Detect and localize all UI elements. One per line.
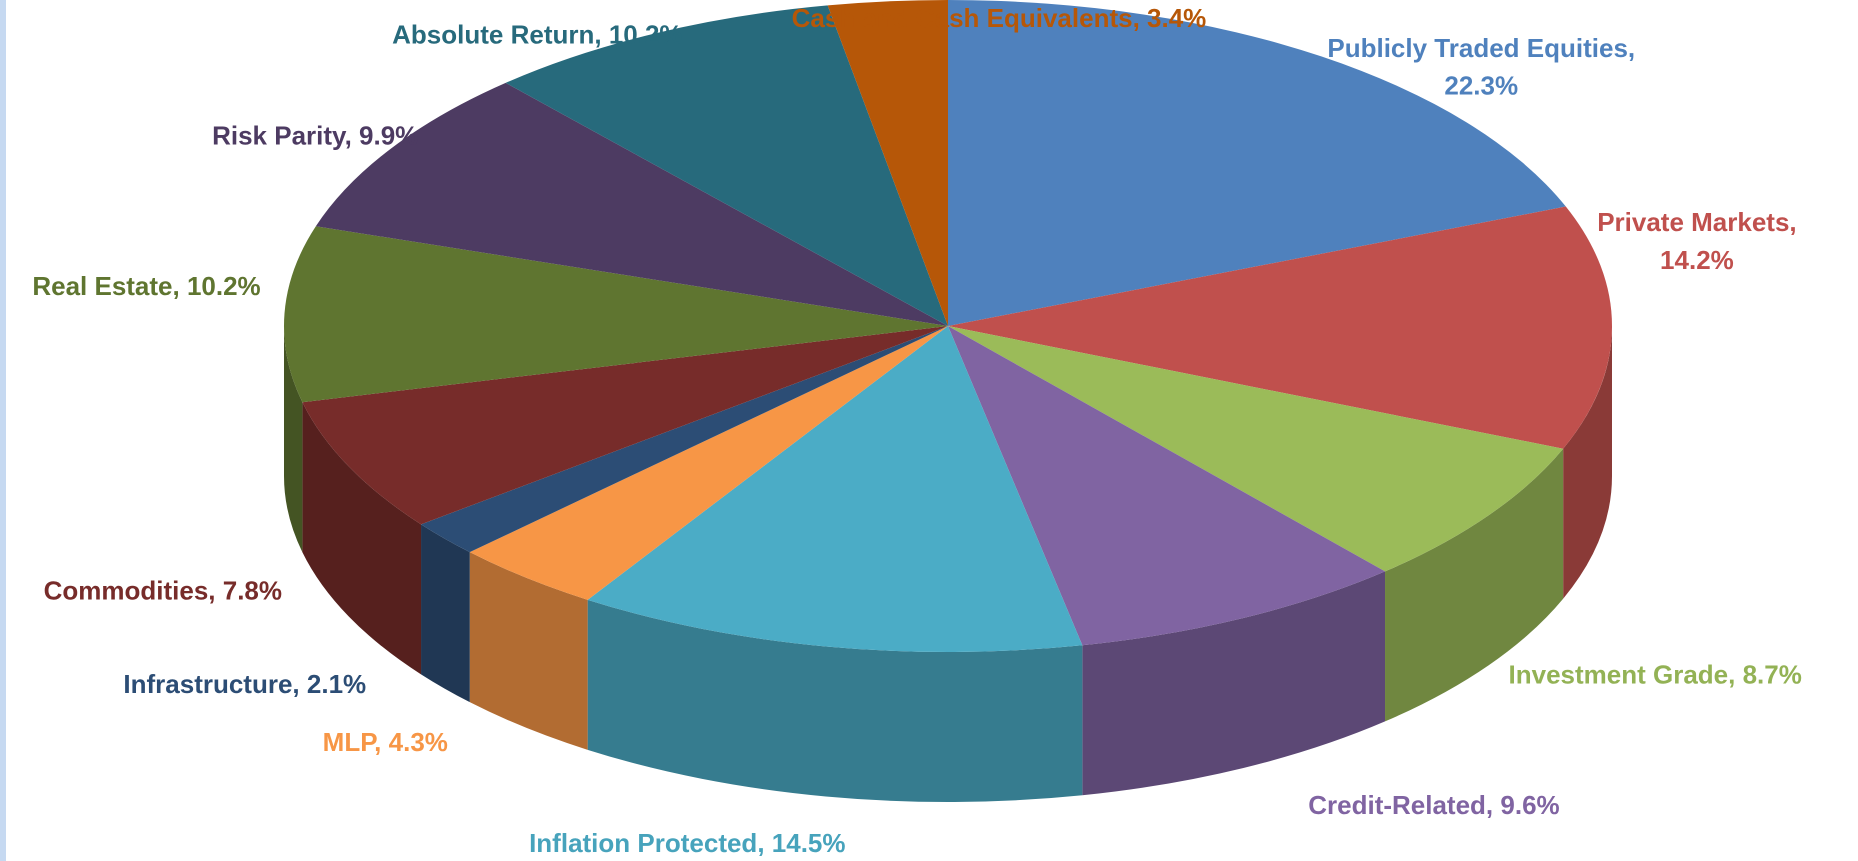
slice xyxy=(948,206,1612,449)
slice xyxy=(505,5,948,326)
slice xyxy=(469,326,948,600)
slice xyxy=(284,226,948,403)
data-label: Private Markets, 14.2% xyxy=(1597,207,1796,275)
label-value: 4.3% xyxy=(381,727,448,757)
data-label: Credit-Related, 9.6% xyxy=(1308,790,1559,820)
slice xyxy=(302,326,948,525)
slice-side xyxy=(469,552,588,750)
slice-side xyxy=(587,599,1083,802)
data-label: Investment Grade, 8.7% xyxy=(1509,660,1802,690)
data-label: Absolute Return, 10.2% xyxy=(392,20,682,50)
pie-sides xyxy=(284,326,1613,802)
slice xyxy=(948,326,1386,646)
data-label: Commodities, 7.8% xyxy=(44,575,282,605)
data-label: MLP, 4.3% xyxy=(323,727,448,757)
label-name: Inflation Protected, xyxy=(529,828,764,858)
label-name: Investment Grade, xyxy=(1509,660,1736,690)
label-name: Risk Parity, xyxy=(212,120,352,150)
slice xyxy=(948,0,1566,326)
label-value: 14.2% xyxy=(1660,245,1734,275)
left-border xyxy=(0,0,6,861)
pie-tops xyxy=(284,0,1612,652)
label-value: 9.6% xyxy=(1493,790,1560,820)
label-name: Real Estate, xyxy=(32,271,179,301)
slice xyxy=(587,326,1083,652)
labels: Publicly Traded Equities, 22.3% Private Ma… xyxy=(32,3,1802,858)
slice xyxy=(827,0,948,326)
data-label: Cash and Cash Equivalents, 3.4% xyxy=(792,3,1207,33)
label-value: 9.9% xyxy=(352,120,419,150)
data-label: Publicly Traded Equities, 22.3% xyxy=(1327,33,1635,101)
slice-side xyxy=(1563,326,1613,599)
label-name: Infrastructure, xyxy=(123,669,299,699)
label-name: Private Markets, xyxy=(1597,207,1796,237)
slice xyxy=(421,326,948,553)
label-value: 3.4% xyxy=(1140,3,1207,33)
label-value: 10.2% xyxy=(180,271,261,301)
label-value: 22.3% xyxy=(1444,71,1518,101)
slice xyxy=(948,326,1564,572)
label-value: 10.2% xyxy=(602,20,683,50)
slice-side xyxy=(284,326,303,553)
label-value: 2.1% xyxy=(300,669,367,699)
slice xyxy=(315,82,948,327)
label-name: Publicly Traded Equities, xyxy=(1327,33,1635,63)
label-value: 14.5% xyxy=(765,828,846,858)
slice-side xyxy=(302,402,422,675)
slice-side xyxy=(1385,448,1564,722)
data-label: Risk Parity, 9.9% xyxy=(212,120,418,150)
label-value: 7.8% xyxy=(216,575,283,605)
slice-side xyxy=(1082,571,1386,796)
label-name: MLP, xyxy=(323,727,382,757)
data-label: Inflation Protected, 14.5% xyxy=(529,828,845,858)
label-name: Absolute Return, xyxy=(392,20,601,50)
label-name: Commodities, xyxy=(44,575,216,605)
data-label: Real Estate, 10.2% xyxy=(32,271,260,301)
data-label: Infrastructure, 2.1% xyxy=(123,669,366,699)
slice-side xyxy=(421,524,470,703)
label-value: 8.7% xyxy=(1735,660,1802,690)
label-name: Cash and Cash Equivalents, xyxy=(792,3,1140,33)
label-name: Credit-Related, xyxy=(1308,790,1493,820)
